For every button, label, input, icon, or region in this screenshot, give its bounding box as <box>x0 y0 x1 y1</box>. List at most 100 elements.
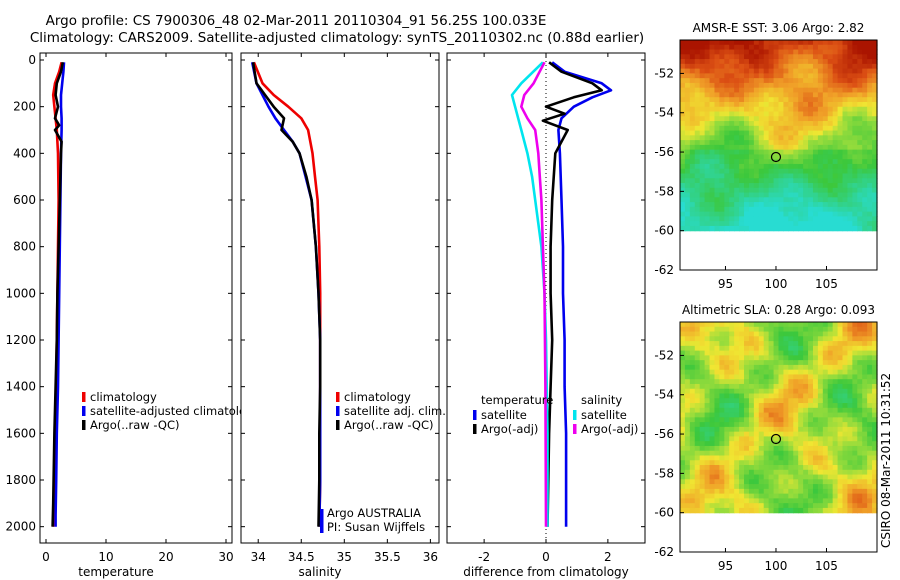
depth-tick-label: 1200 <box>5 333 36 347</box>
sla-map-cell <box>827 355 834 361</box>
sla-map-cell <box>699 360 706 366</box>
sla-map-cell <box>709 355 716 361</box>
sla-map-cell <box>694 403 701 409</box>
sst-map-cell <box>837 149 844 156</box>
sla-map-cell <box>803 336 809 342</box>
sla-map-cell <box>793 507 799 514</box>
sst-map-cell <box>753 130 760 136</box>
sla-map-cell <box>778 455 785 461</box>
sst-map-cell <box>763 125 770 132</box>
sst-map-cell <box>778 68 785 74</box>
sst-map-cell <box>758 130 765 136</box>
sla-map-cell <box>872 484 878 490</box>
sst-map-cell <box>773 97 780 103</box>
sst-map-cell <box>862 125 868 132</box>
sla-map-cell <box>694 369 701 376</box>
sla-map-cell <box>729 455 735 461</box>
sst-map-cell <box>773 173 780 179</box>
sst-map-cell <box>803 92 809 98</box>
sst-map-cell <box>699 225 706 232</box>
sla-map-cell <box>724 436 730 442</box>
sla-map-cell <box>817 322 824 328</box>
sst-map-cell <box>699 101 706 108</box>
sst-map-cell <box>798 63 804 70</box>
sst-map-cell <box>783 106 789 113</box>
sst-map-cell <box>680 92 686 98</box>
sla-map-cell <box>837 426 844 433</box>
sla-map-cell <box>714 479 720 485</box>
sla-map-cell <box>684 441 691 447</box>
sla-map-cell <box>680 331 686 337</box>
sla-map-cell <box>680 498 686 504</box>
sst-map-cell <box>783 54 789 60</box>
sst-map-cell <box>719 183 725 189</box>
sst-map-cell <box>847 59 853 65</box>
sla-map-cell <box>852 341 858 347</box>
sst-map-cell <box>867 73 873 79</box>
sst-map-cell <box>714 135 720 141</box>
sla-map-cell <box>808 403 814 409</box>
sla-map-cell <box>852 460 858 466</box>
sst-map-cell <box>768 168 775 175</box>
sst-map-cell <box>684 140 691 146</box>
sst-map-cell <box>798 121 804 127</box>
sla-map-cell <box>748 445 755 452</box>
temperature-axes-frame <box>39 52 233 544</box>
sla-map-cell <box>680 341 686 347</box>
sst-map-cell <box>709 183 716 189</box>
sst-map-cell <box>812 101 819 108</box>
sst-map-cell <box>857 159 863 165</box>
sla-map-cell <box>763 465 770 471</box>
sst-map-cell <box>719 54 725 60</box>
sla-map-cell <box>748 465 755 471</box>
sst-map-cell <box>812 121 819 127</box>
sla-map-cell <box>837 398 844 404</box>
sla-map-cell <box>862 469 868 476</box>
sst-map-cell <box>684 192 691 198</box>
sla-map-cell <box>817 493 824 499</box>
sla-map-cell <box>803 364 809 371</box>
sla-map-cell <box>867 422 873 428</box>
sla-map-cell <box>739 441 745 447</box>
sla-map-cell <box>748 503 755 509</box>
sla-map-cell <box>783 426 789 433</box>
sst-map-cell <box>847 121 853 127</box>
sst-map-cell <box>817 178 824 184</box>
sla-map-cell <box>872 465 878 471</box>
depth-tick-label: 800 <box>13 240 36 254</box>
sla-map-cell <box>817 469 824 476</box>
sst-map-cell <box>694 221 701 227</box>
sla-map-cell <box>748 407 755 414</box>
sla-map-cell <box>729 341 735 347</box>
sla-map-cell <box>748 383 755 390</box>
sst-map-cell <box>709 125 716 132</box>
sst-map-cell <box>793 111 799 117</box>
sla-map-cell <box>832 412 839 418</box>
sst-map-cell <box>744 59 750 65</box>
sst-map-cell <box>817 97 824 103</box>
sla-map-cell <box>709 336 716 342</box>
sla-map-cell <box>714 445 720 452</box>
sla-map-cell <box>852 431 858 438</box>
sla-map-cell <box>867 345 873 352</box>
sst-map-cell <box>842 40 849 46</box>
sla-map-cell <box>714 431 720 438</box>
sst-map-xtick-label: 105 <box>815 277 838 291</box>
sla-map-cell <box>788 503 794 509</box>
sla-map-cell <box>837 493 844 499</box>
sla-map-cell <box>714 388 720 395</box>
sst-map-cell <box>768 49 775 55</box>
sla-map-cell <box>734 379 740 385</box>
sla-map-cell <box>837 469 844 476</box>
sst-map-cell <box>837 140 844 146</box>
sla-map-cell <box>699 498 706 504</box>
sst-map-cell <box>778 159 785 165</box>
sst-map-cell <box>680 206 686 213</box>
sla-map-cell <box>812 507 819 514</box>
sst-map-cell <box>758 144 765 151</box>
sst-map-cell <box>714 40 720 46</box>
sla-map-cell <box>872 403 878 409</box>
sla-map-cell <box>862 407 868 414</box>
sla-map-cell <box>734 336 740 342</box>
sla-map-cell <box>862 493 868 499</box>
